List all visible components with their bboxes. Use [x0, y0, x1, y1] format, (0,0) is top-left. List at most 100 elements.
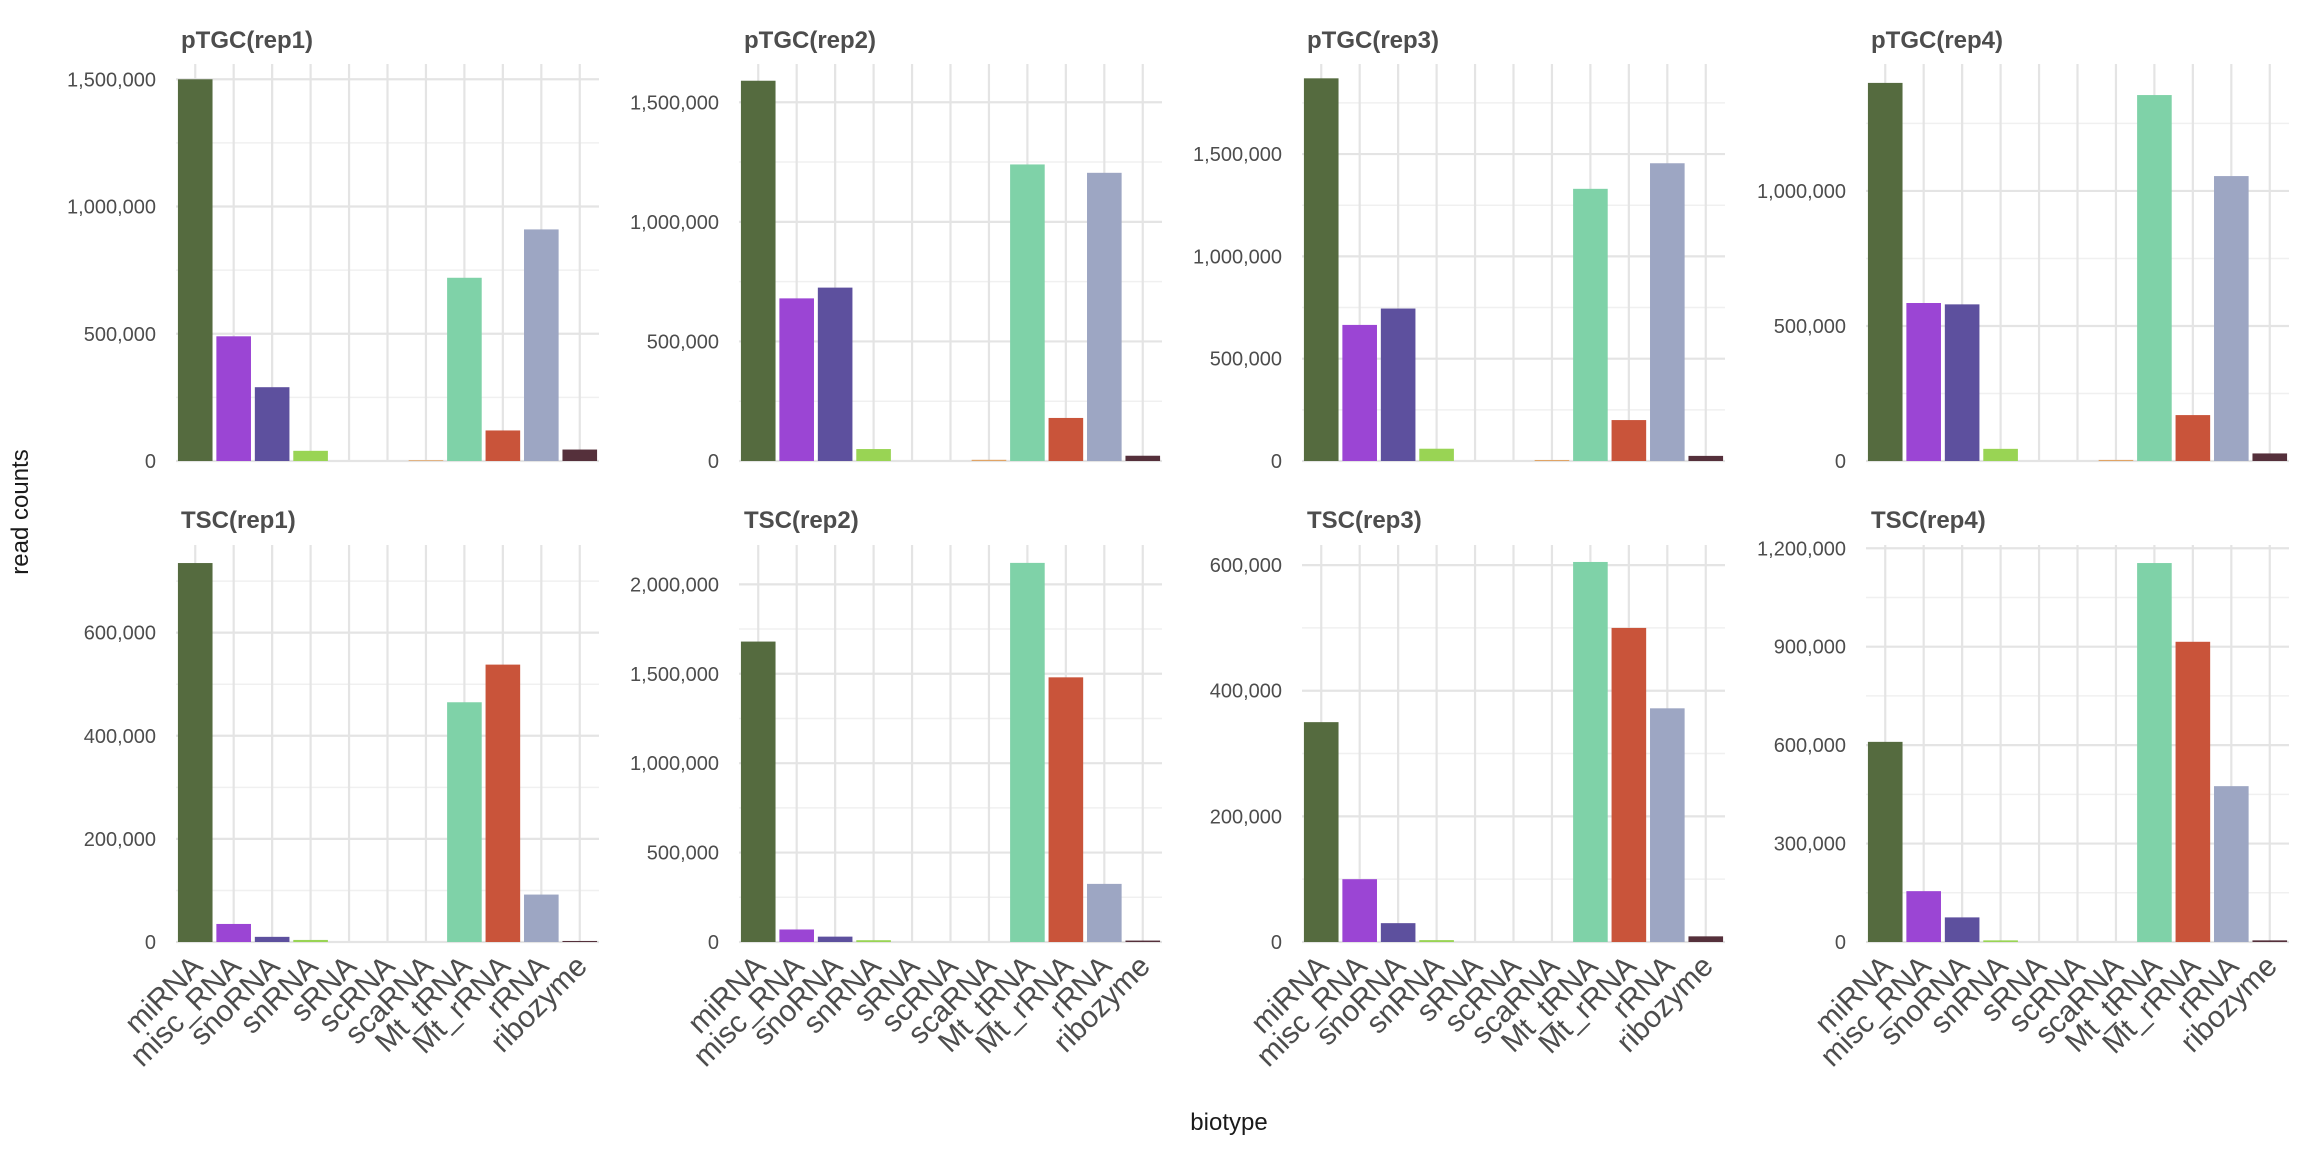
y-tick-label: 1,500,000 — [1193, 144, 1282, 166]
y-tick-label: 500,000 — [647, 843, 719, 865]
bar-ribozyme — [1125, 940, 1161, 942]
y-tick-label: 1,000,000 — [630, 212, 719, 234]
facet-title: TSC(rep2) — [744, 507, 859, 534]
bar-misc_RNA — [1906, 891, 1941, 942]
bar-misc_RNA — [1906, 303, 1941, 461]
y-tick-label: 500,000 — [84, 324, 156, 346]
facet-panel: 0 300,000 600,000 900,000 1,200,000 TSC(rep4)… — [1757, 507, 2289, 1073]
bar-rRNA — [524, 229, 559, 461]
facet-title: TSC(rep4) — [1871, 507, 1986, 534]
bar-misc_RNA — [216, 336, 251, 461]
y-tick-label: 0 — [1835, 932, 1846, 954]
bar-Mt_rRNA — [1611, 627, 1647, 942]
y-tick-label: 1,000,000 — [1757, 181, 1846, 203]
bar-miRNA — [1867, 741, 1903, 942]
bar-misc_RNA — [1342, 324, 1377, 461]
bar-Mt_rRNA — [1048, 417, 1084, 461]
y-tick-label: 500,000 — [1774, 316, 1846, 338]
bar-miRNA — [740, 641, 776, 942]
bar-snRNA — [856, 940, 891, 942]
bar-snRNA — [293, 939, 328, 942]
bar-rRNA — [1087, 172, 1122, 461]
y-tick-label: 400,000 — [84, 726, 156, 748]
bar-miRNA — [1303, 722, 1339, 942]
y-tick-label: 0 — [708, 932, 719, 954]
bar-snoRNA — [1944, 304, 1980, 461]
y-tick-label: 1,500,000 — [67, 69, 156, 91]
bar-Mt_rRNA — [2175, 641, 2211, 942]
y-axis-title: read counts — [7, 449, 34, 574]
facet-panel: 0200,000400,000600,000TSC(rep1)miRNAmisc… — [84, 507, 599, 1073]
bar-miRNA — [740, 80, 776, 461]
y-tick-label: 1,500,000 — [630, 664, 719, 686]
bar-snoRNA — [1944, 917, 1980, 942]
y-tick-label: 0 — [708, 451, 719, 473]
bar-ribozyme — [2252, 453, 2288, 461]
bar-Mt_tRNA — [1573, 561, 1608, 942]
y-tick-label: 1,500,000 — [630, 92, 719, 114]
y-tick-label: 600,000 — [1774, 735, 1846, 757]
y-tick-label: 600,000 — [84, 623, 156, 645]
bar-snoRNA — [1380, 923, 1416, 942]
bar-misc_RNA — [779, 929, 814, 942]
y-tick-label: 0 — [145, 932, 156, 954]
y-tick-label: 200,000 — [1210, 806, 1282, 828]
bar-miRNA — [1867, 82, 1903, 462]
bar-Mt_tRNA — [2137, 95, 2172, 461]
bar-rRNA — [2214, 786, 2249, 942]
bar-Mt_rRNA — [2175, 415, 2211, 461]
bar-scaRNA — [408, 460, 444, 461]
facet-title: TSC(rep3) — [1307, 507, 1422, 534]
y-tick-label: 500,000 — [1210, 349, 1282, 371]
bar-scaRNA — [2098, 459, 2134, 461]
bar-miRNA — [177, 563, 213, 942]
bar-snRNA — [1983, 448, 2018, 461]
bar-ribozyme — [1688, 455, 1724, 461]
y-tick-label: 500,000 — [647, 331, 719, 353]
facet-title: pTGC(rep2) — [744, 27, 876, 54]
y-tick-label: 1,000,000 — [67, 197, 156, 219]
facet-title: pTGC(rep3) — [1307, 27, 1439, 54]
bar-ribozyme — [2252, 940, 2288, 942]
y-tick-label: 0 — [145, 451, 156, 473]
bar-ribozyme — [1125, 455, 1161, 461]
bar-snoRNA — [817, 287, 853, 461]
bar-miRNA — [177, 79, 213, 462]
bar-rRNA — [524, 894, 559, 942]
bar-Mt_rRNA — [485, 430, 521, 461]
bar-rRNA — [1087, 883, 1122, 942]
bar-miRNA — [1303, 78, 1339, 462]
y-tick-label: 0 — [1271, 932, 1282, 954]
bar-scaRNA — [971, 459, 1007, 461]
bar-snoRNA — [254, 936, 290, 942]
bar-Mt_tRNA — [1010, 164, 1045, 461]
y-tick-label: 200,000 — [84, 829, 156, 851]
facet-panel: 0 500,000 1,000,000 1,500,000 pTGC(rep1) — [67, 27, 599, 473]
bar-Mt_tRNA — [1573, 188, 1608, 461]
bar-snRNA — [293, 450, 328, 461]
facet-panel: 0 500,000 1,000,000 1,500,000 pTGC(rep2) — [630, 27, 1162, 473]
bar-Mt_tRNA — [1010, 562, 1045, 942]
x-axis-title: biotype — [1190, 1109, 1267, 1136]
bar-Mt_tRNA — [447, 277, 482, 461]
bar-snoRNA — [817, 936, 853, 942]
y-tick-label: 1,000,000 — [1193, 246, 1282, 268]
bar-snoRNA — [254, 387, 290, 461]
y-tick-label: 1,200,000 — [1757, 538, 1846, 560]
y-tick-label: 1,000,000 — [630, 753, 719, 775]
bar-Mt_tRNA — [447, 702, 482, 942]
facet-title: pTGC(rep1) — [181, 27, 313, 54]
y-tick-label: 600,000 — [1210, 555, 1282, 577]
bar-Mt_rRNA — [485, 664, 521, 942]
bar-snoRNA — [1380, 308, 1416, 461]
y-tick-label: 0 — [1271, 451, 1282, 473]
facet-panel: 0200,000400,000600,000TSC(rep3)miRNAmisc… — [1210, 507, 1725, 1073]
bar-snRNA — [1983, 940, 2018, 942]
y-tick-label: 400,000 — [1210, 681, 1282, 703]
facet-title: TSC(rep1) — [181, 507, 296, 534]
bar-Mt_rRNA — [1611, 420, 1647, 461]
bar-snRNA — [1419, 448, 1454, 461]
facet-panel: 0 500,000 1,000,000 pTGC(rep4) — [1757, 27, 2289, 473]
y-tick-label: 300,000 — [1774, 834, 1846, 856]
